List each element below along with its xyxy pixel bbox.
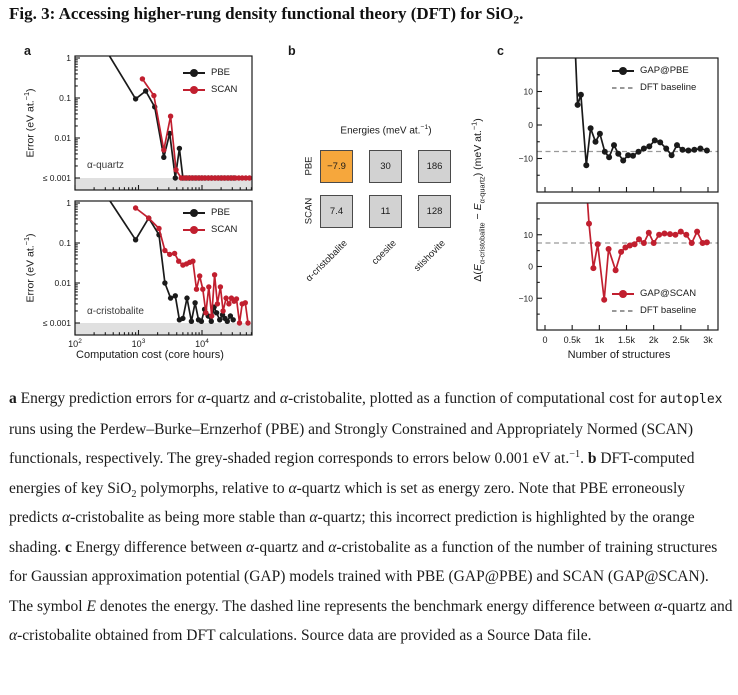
scan-marker-icon — [183, 85, 205, 94]
scan-marker-icon — [183, 225, 205, 234]
gap-pbe-legend: GAP@PBE DFT baseline — [612, 62, 696, 96]
row-label-pbe: PBE — [303, 156, 315, 176]
legend-label-gap-pbe: GAP@PBE — [640, 65, 689, 76]
svg-text:103: 103 — [132, 338, 146, 349]
svg-text:0.01: 0.01 — [54, 133, 71, 143]
svg-text:α-cristobalite: α-cristobalite — [87, 306, 144, 317]
gap-pbe-marker-icon — [612, 66, 634, 75]
svg-text:0.5k: 0.5k — [564, 335, 582, 345]
panel-b-label: b — [288, 44, 296, 58]
energy-cell: 186 — [418, 150, 451, 183]
cristobalite-y-axis-label: Error (eV at.−1) — [21, 233, 37, 303]
figure-title: Fig. 3: Accessing higher-rung density fu… — [9, 4, 524, 27]
svg-text:0: 0 — [528, 120, 533, 130]
column-label-coesite: coesite — [369, 238, 399, 268]
svg-text:10: 10 — [524, 87, 534, 97]
column-label-cristobalite: α-cristobalite — [303, 238, 350, 285]
cristobalite-legend: PBE SCAN — [183, 204, 237, 238]
legend-item-pbe: PBE — [183, 64, 237, 81]
dashed-line-icon — [612, 83, 634, 92]
legend-label-pbe: PBE — [211, 67, 231, 78]
quartz-y-axis-label: Error (eV at.−1) — [21, 88, 37, 158]
svg-text:0: 0 — [542, 335, 547, 345]
svg-text:−10: −10 — [519, 293, 534, 303]
svg-text:−10: −10 — [519, 154, 534, 164]
svg-text:1: 1 — [66, 198, 71, 208]
svg-text:0: 0 — [528, 262, 533, 272]
svg-text:≤ 0.001: ≤ 0.001 — [43, 318, 72, 328]
svg-text:102: 102 — [68, 338, 82, 349]
svg-text:≤ 0.001: ≤ 0.001 — [43, 173, 72, 183]
legend-label-gap-scan: GAP@SCAN — [640, 288, 697, 299]
svg-text:2k: 2k — [649, 335, 659, 345]
computation-cost-axis-label: Computation cost (core hours) — [76, 349, 224, 361]
column-label-stishovite: stishovite — [411, 238, 448, 274]
energy-cell: 11 — [369, 195, 402, 228]
cristobalite-error-chart: α-cristobalite 1 0.1 0.01 ≤ 0.001 102 103 104 — [43, 198, 253, 349]
energy-cell: 7.4 — [320, 195, 353, 228]
legend-label-dft-baseline: DFT baseline — [640, 305, 697, 316]
legend-label-scan: SCAN — [211, 224, 238, 235]
svg-text:1k: 1k — [595, 335, 605, 345]
legend-item-gap-scan: GAP@SCAN — [612, 285, 696, 302]
energy-cell: 30 — [369, 150, 402, 183]
energies-matrix-title: Energies (meV at.−1) — [340, 124, 432, 137]
svg-text:2.5k: 2.5k — [672, 335, 690, 345]
quartz-legend: PBE SCAN — [183, 64, 237, 98]
energy-cell: 128 — [418, 195, 451, 228]
panel-c-label: c — [497, 44, 504, 58]
dashed-line-icon — [612, 306, 634, 315]
pbe-marker-icon — [183, 208, 205, 217]
legend-label-dft-baseline: DFT baseline — [640, 82, 697, 93]
gap-pbe-chart: 10 0 −10 — [519, 57, 719, 193]
svg-text:1: 1 — [66, 53, 71, 63]
energy-cell: −7.9 — [320, 150, 353, 183]
gap-scan-marker-icon — [612, 289, 634, 298]
svg-text:0.01: 0.01 — [54, 278, 71, 288]
svg-text:0.1: 0.1 — [59, 238, 71, 248]
legend-item-scan: SCAN — [183, 81, 237, 98]
legend-item-dft-baseline: DFT baseline — [612, 302, 696, 319]
legend-item-scan: SCAN — [183, 221, 237, 238]
energy-difference-y-axis-label: Δ(Eα-cristobalite − Eα-quartz) (meV at.−… — [469, 118, 487, 282]
svg-text:10: 10 — [524, 230, 534, 240]
svg-text:0.1: 0.1 — [59, 93, 71, 103]
legend-label-pbe: PBE — [211, 207, 231, 218]
gap-scan-chart: 10 0 −10 0 0.5k 1k 1.5k 2k 2.5k 3k — [519, 202, 719, 345]
figure-caption: a Energy prediction errors for α-quartz … — [9, 390, 733, 644]
panel-a-label: a — [24, 44, 31, 58]
svg-text:α-quartz: α-quartz — [87, 160, 124, 171]
number-of-structures-axis-label: Number of structures — [567, 349, 671, 361]
legend-label-scan: SCAN — [211, 84, 238, 95]
row-label-scan: SCAN — [303, 197, 315, 225]
gap-scan-legend: GAP@SCAN DFT baseline — [612, 285, 696, 319]
svg-text:3k: 3k — [703, 335, 713, 345]
legend-item-gap-pbe: GAP@PBE — [612, 62, 696, 79]
pbe-marker-icon — [183, 68, 205, 77]
legend-item-dft-baseline: DFT baseline — [612, 79, 696, 96]
quartz-error-chart: α-quartz 1 0.1 0.01 ≤ 0.001 — [43, 53, 253, 191]
legend-item-pbe: PBE — [183, 204, 237, 221]
svg-text:104: 104 — [195, 338, 209, 349]
svg-text:1.5k: 1.5k — [618, 335, 636, 345]
